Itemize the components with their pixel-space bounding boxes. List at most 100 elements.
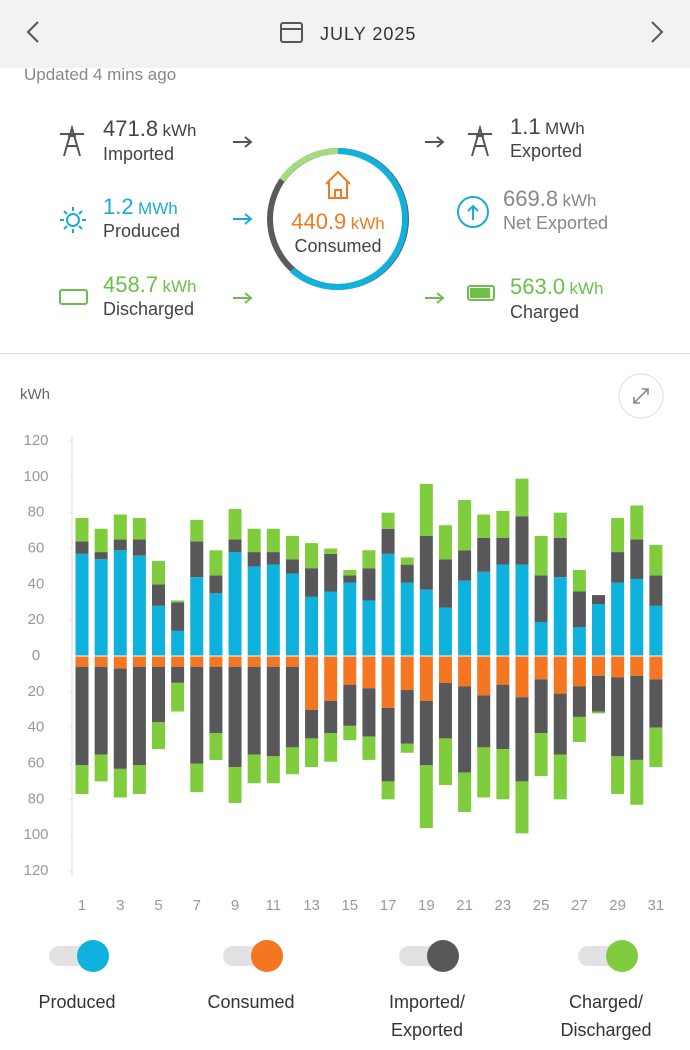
y-tick-label: 20 [28, 683, 45, 700]
unit: kWh [162, 121, 197, 140]
bar-segment [94, 528, 108, 553]
bar-segment [534, 535, 548, 576]
bar-segment [362, 736, 376, 760]
bar-segment [381, 781, 395, 800]
bar-segment [381, 553, 395, 656]
legend-toggle[interactable] [49, 940, 109, 972]
bar-segment [266, 756, 280, 784]
bar-segment [209, 666, 223, 734]
header-icons [26, 21, 664, 43]
y-tick-label: 120 [23, 862, 48, 879]
legend-toggle[interactable] [223, 940, 283, 972]
bar-segment [362, 656, 376, 689]
bar-segment [171, 682, 185, 712]
bar-segment [305, 738, 319, 768]
x-tick-label: 23 [495, 897, 512, 914]
x-tick-label: 31 [648, 897, 665, 914]
bar-segment [152, 584, 166, 606]
bar-segment [438, 738, 452, 785]
bar-segment [381, 707, 395, 782]
bar-segment [611, 656, 625, 678]
x-tick-label: 13 [303, 897, 320, 914]
x-tick-label: 5 [154, 897, 162, 914]
bar-segment [75, 765, 89, 794]
bar-segment [132, 666, 146, 766]
y-tick-label: 100 [23, 826, 48, 843]
value: 440.9 [291, 209, 347, 234]
month[interactable]: JULY 2025 [320, 24, 417, 44]
bar-segment [305, 656, 319, 710]
bar-segment [171, 666, 185, 683]
bar-segment [553, 577, 567, 656]
bar-segment [152, 656, 166, 667]
bar-segment [630, 656, 644, 676]
bar-segment [477, 514, 491, 538]
bar-segment [649, 679, 663, 728]
legend-toggle[interactable] [399, 940, 459, 972]
bar-segment [649, 727, 663, 768]
x-tick-label: 9 [231, 897, 239, 914]
bar-segment [477, 537, 491, 572]
bar-segment [266, 528, 280, 553]
bar-segment [94, 559, 108, 656]
unit: kWh [562, 191, 597, 210]
bar-segment [534, 621, 548, 656]
bar-segment [190, 541, 204, 578]
expand-button[interactable] [618, 373, 664, 419]
bar-segment [611, 582, 625, 656]
label: Consumed [294, 236, 382, 256]
bar-segment [572, 656, 586, 687]
bar-segment [113, 514, 127, 540]
bar-segment [75, 666, 89, 766]
bar-segment [343, 582, 357, 656]
bar-segment [630, 759, 644, 805]
bar-segment [400, 564, 414, 583]
y-tick-label: 60 [28, 539, 45, 556]
bar-segment [132, 656, 146, 667]
x-tick-label: 1 [78, 897, 86, 914]
bar-segment [132, 539, 146, 556]
bar-segment [343, 570, 357, 576]
bar-segment [113, 768, 127, 798]
bar-segment [75, 656, 89, 667]
bar-segment [247, 566, 261, 656]
bar-segment [515, 478, 529, 517]
legend-toggle[interactable] [578, 940, 638, 972]
toggle-knob [427, 940, 459, 972]
bar-segment [553, 754, 567, 800]
value: 1.1 [510, 114, 541, 139]
bar-segment [247, 528, 261, 553]
bar-segment [496, 656, 510, 685]
prev-button[interactable] [26, 21, 39, 43]
bar-segment [285, 666, 299, 748]
bar-segment [649, 544, 663, 576]
bar-segment [152, 722, 166, 750]
bar-segment [419, 589, 433, 656]
bar-segment [438, 656, 452, 683]
bar-segment [477, 695, 491, 748]
y-tick-label: 40 [28, 575, 45, 592]
bar-segment [496, 684, 510, 750]
value: 1.2 [103, 194, 134, 219]
bar-segment [400, 743, 414, 753]
bar-segment [362, 550, 376, 569]
bar-segment [381, 512, 395, 529]
bar-segment [209, 575, 223, 594]
bar-segment [285, 747, 299, 775]
unit: MWh [545, 119, 585, 138]
bar-segment [649, 656, 663, 680]
legend-label: Charged/ Discharged [560, 992, 652, 1040]
unit: kWh [350, 214, 385, 233]
next-button[interactable] [651, 21, 664, 43]
bar-segment [496, 537, 510, 565]
bar-segment [324, 548, 338, 554]
bar-segment [572, 591, 586, 628]
bar-segment [190, 666, 204, 764]
bar-segment [285, 656, 299, 667]
value: 471.8 [103, 116, 159, 141]
bar-segment [228, 767, 242, 803]
y-tick-label: 120 [23, 432, 48, 449]
divider [0, 353, 690, 354]
bar-segment [496, 749, 510, 800]
value: 563.0 [510, 274, 566, 299]
